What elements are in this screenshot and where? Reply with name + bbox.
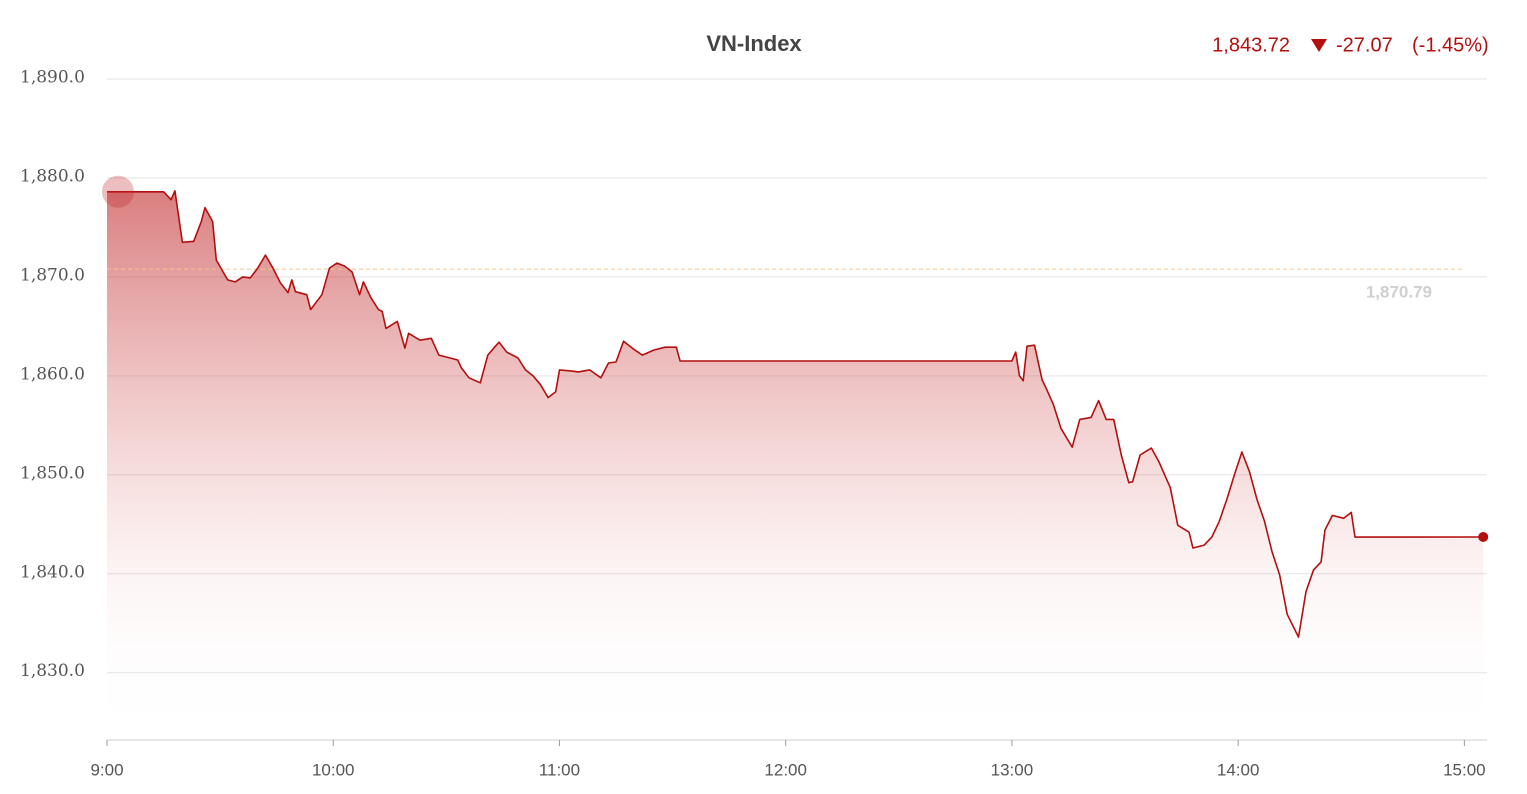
y-tick-label: 1,860.0: [20, 364, 85, 384]
last-point: [1478, 531, 1489, 542]
y-tick-label: 1,880.0: [20, 166, 85, 186]
x-tick-label: 9:00: [90, 760, 123, 779]
hover-marker: [102, 175, 134, 208]
last-price: 1,843.72: [1212, 34, 1290, 56]
x-tick-label: 14:00: [1217, 760, 1260, 779]
chart-title: VN-Index: [706, 31, 802, 56]
area: [107, 190, 1484, 741]
x-tick-label: 11:00: [539, 760, 580, 779]
x-tick-label: 12:00: [764, 760, 807, 779]
y-tick-label: 1,830.0: [20, 661, 85, 681]
y-tick-label: 1,870.0: [20, 265, 85, 285]
x-tick-label: 15:00: [1443, 760, 1486, 779]
line: [107, 190, 1484, 638]
y-tick-label: 1,890.0: [20, 68, 85, 88]
x-tick-label: 10:00: [312, 760, 355, 779]
reference-label: 1,870.79: [1366, 283, 1432, 302]
change-pct: (-1.45%): [1412, 34, 1489, 56]
change: -27.07: [1336, 34, 1393, 56]
down-arrow: [1311, 39, 1327, 52]
y-tick-label: 1,840.0: [20, 562, 85, 582]
y-tick-label: 1,850.0: [20, 463, 85, 483]
x-tick-label: 13:00: [991, 760, 1034, 779]
